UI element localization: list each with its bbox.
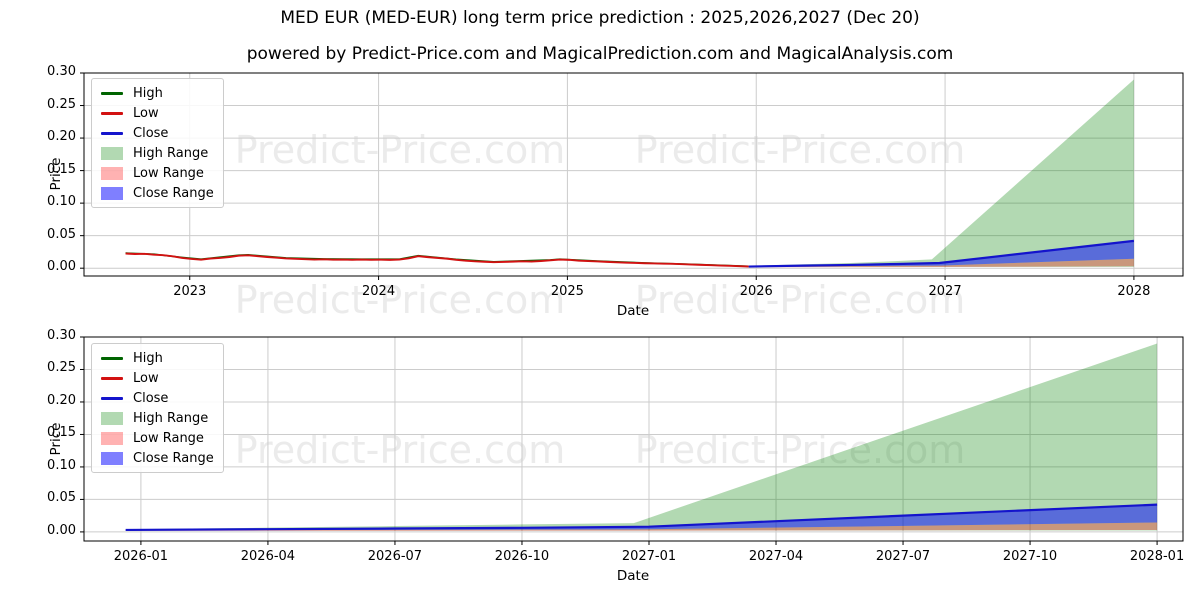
watermark: Predict-Price.com xyxy=(234,128,566,172)
legend-item: Low xyxy=(101,368,214,388)
legend-swatch-close xyxy=(101,396,123,400)
legend-label: Low Range xyxy=(133,430,204,446)
legend-label: Close xyxy=(133,390,169,406)
legend-item: Close xyxy=(101,388,214,408)
series-close-prediction xyxy=(125,503,1158,532)
legend-label: High Range xyxy=(133,410,209,426)
legend-label: High xyxy=(133,85,163,101)
legend-swatch-high-range xyxy=(101,411,123,425)
legend-item: Close Range xyxy=(101,448,214,468)
legend-label: Low Range xyxy=(133,165,204,181)
legend-label: High Range xyxy=(133,145,209,161)
legend-swatch-close xyxy=(101,131,123,135)
band-close-range xyxy=(748,240,1134,267)
legend-swatch-low-range xyxy=(101,431,123,445)
legend-swatch-low-range xyxy=(101,166,123,180)
legend-label: High xyxy=(133,350,163,366)
legend-swatch-close-range xyxy=(101,186,123,200)
band-close-range xyxy=(125,504,1158,531)
legend-label: Close Range xyxy=(133,185,214,201)
legend-label: Low xyxy=(133,105,159,121)
plot-border xyxy=(83,336,1184,542)
legend-item: High xyxy=(101,348,214,368)
legend-item: Close xyxy=(101,123,214,143)
legend-swatch-high-range xyxy=(101,146,123,160)
legend-top-chart: High Low Close High Range Low Range Close Ran… xyxy=(91,78,224,208)
legend-item: Close Range xyxy=(101,183,214,203)
legend-item: Low Range xyxy=(101,163,214,183)
watermark: Predict-Price.com xyxy=(234,278,566,322)
watermark: Predict-Price.com xyxy=(634,128,966,172)
legend-swatch-high xyxy=(101,91,123,95)
legend-label: Close xyxy=(133,125,169,141)
legend-item: Low xyxy=(101,103,214,123)
band-low-range xyxy=(125,522,1158,531)
legend-item: Low Range xyxy=(101,428,214,448)
figure-title: MED EUR (MED-EUR) long term price predic… xyxy=(280,8,920,28)
band-high-range xyxy=(125,343,1158,531)
series-low-history xyxy=(125,252,749,268)
legend-swatch-low xyxy=(101,376,123,380)
figure-subtitle: powered by Predict-Price.com and Magical… xyxy=(246,44,954,64)
band-high-range xyxy=(748,79,1134,267)
legend-bottom-chart: High Low Close High Range Low Range Close Ran… xyxy=(91,343,224,473)
watermark: Predict-Price.com xyxy=(234,428,566,472)
legend-swatch-low xyxy=(101,111,123,115)
watermark: Predict-Price.com xyxy=(634,428,966,472)
legend-item: High xyxy=(101,83,214,103)
watermark: Predict-Price.com xyxy=(634,278,966,322)
band-low-range xyxy=(748,258,1134,268)
legend-label: Close Range xyxy=(133,450,214,466)
plot-border xyxy=(83,72,1184,277)
legend-swatch-high xyxy=(101,356,123,360)
series-close-prediction xyxy=(748,239,1135,268)
legend-item: High Range xyxy=(101,408,214,428)
legend-swatch-close-range xyxy=(101,451,123,465)
legend-label: Low xyxy=(133,370,159,386)
legend-item: High Range xyxy=(101,143,214,163)
